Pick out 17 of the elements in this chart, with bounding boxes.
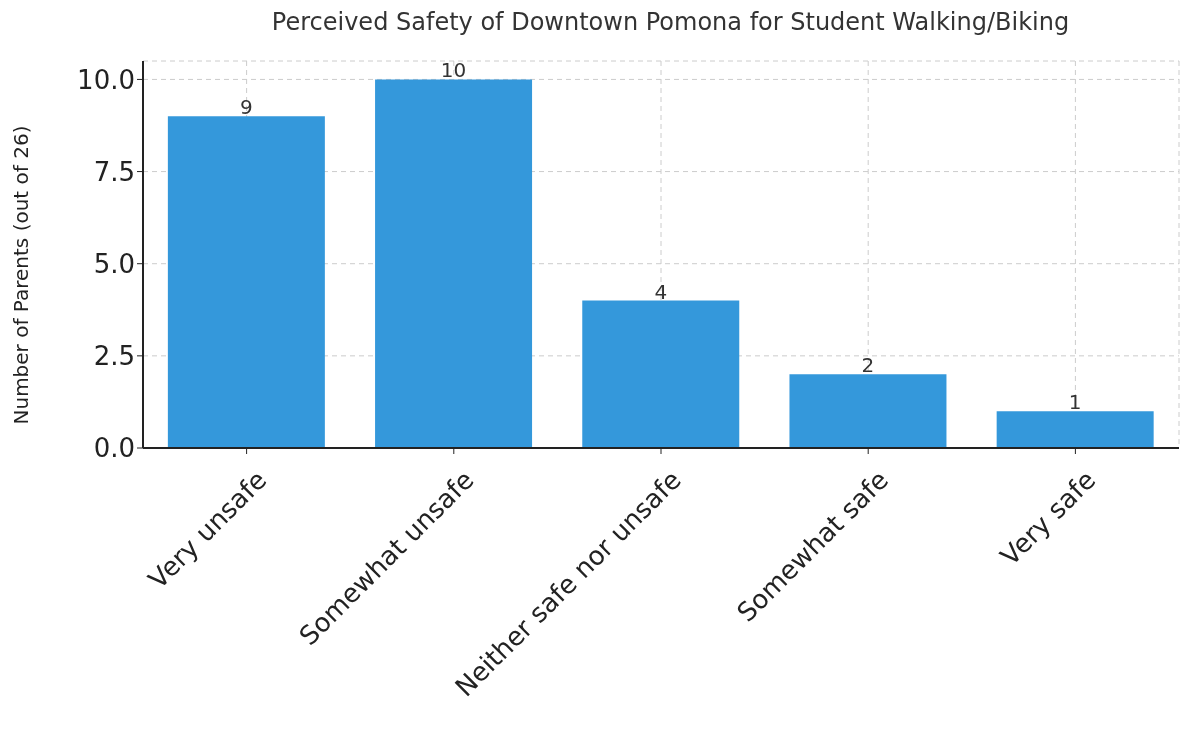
y-tick-label: 2.5	[93, 341, 135, 372]
data-label: 2	[861, 353, 875, 378]
data-label: 1	[1068, 390, 1082, 415]
y-axis-title: Number of Parents (out of 26)	[9, 125, 34, 425]
bar	[996, 411, 1154, 448]
y-tick-label: 7.5	[93, 156, 135, 187]
chart-title: Perceived Safety of Downtown Pomona for Student Walking/Biking	[270, 8, 1071, 38]
data-label: 4	[654, 279, 668, 304]
bar	[375, 79, 533, 448]
bar	[582, 300, 740, 448]
data-label: 10	[440, 58, 467, 83]
y-tick-label: 5.0	[93, 248, 135, 279]
bar	[167, 116, 325, 448]
y-tick-label: 10.0	[77, 64, 135, 95]
data-label: 9	[240, 95, 253, 120]
bar	[789, 374, 947, 448]
y-tick-label: 0.0	[93, 433, 135, 464]
